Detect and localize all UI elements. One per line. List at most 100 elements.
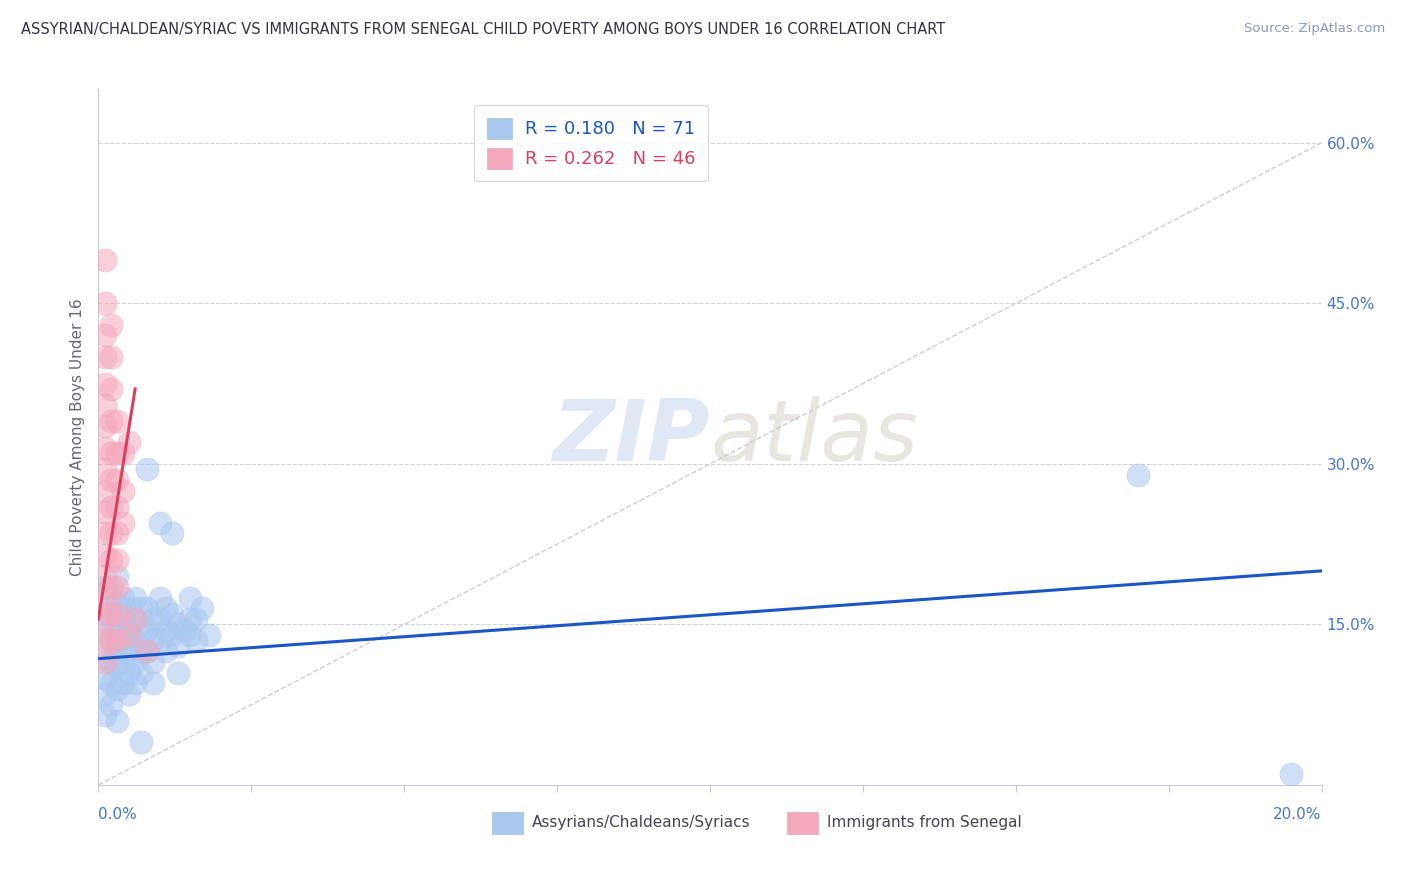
- Point: [100, 612, 122, 626]
- Point: [93, 687, 115, 701]
- Point: [93, 376, 115, 391]
- Point: [197, 628, 219, 642]
- Text: ASSYRIAN/CHALDEAN/SYRIAC VS IMMIGRANTS FROM SENEGAL CHILD POVERTY AMONG BOYS UND: ASSYRIAN/CHALDEAN/SYRIAC VS IMMIGRANTS F…: [21, 22, 945, 37]
- Point: [1279, 767, 1302, 781]
- Point: [111, 591, 134, 605]
- Point: [155, 644, 177, 658]
- Point: [93, 628, 115, 642]
- Point: [118, 665, 141, 680]
- Point: [111, 612, 134, 626]
- Point: [179, 628, 201, 642]
- Point: [105, 660, 128, 674]
- Point: [124, 591, 146, 605]
- Point: [142, 676, 165, 690]
- Point: [1128, 467, 1150, 482]
- Point: [179, 612, 201, 626]
- Point: [111, 483, 134, 498]
- Point: [160, 607, 183, 621]
- Point: [93, 441, 115, 455]
- Point: [105, 580, 128, 594]
- Point: [100, 350, 122, 364]
- Point: [167, 617, 190, 632]
- Point: [105, 639, 128, 653]
- Point: [136, 623, 159, 637]
- Text: atlas: atlas: [710, 395, 918, 479]
- Point: [100, 526, 122, 541]
- Point: [93, 526, 115, 541]
- Point: [100, 414, 122, 428]
- Point: [186, 612, 208, 626]
- Point: [93, 462, 115, 476]
- Legend: R = 0.180   N = 71, R = 0.262   N = 46: R = 0.180 N = 71, R = 0.262 N = 46: [474, 105, 709, 181]
- Point: [93, 569, 115, 583]
- Text: Assyrians/Chaldeans/Syriacs: Assyrians/Chaldeans/Syriacs: [531, 815, 749, 830]
- Text: 0.0%: 0.0%: [98, 807, 138, 822]
- Point: [129, 601, 152, 615]
- Point: [118, 644, 141, 658]
- Point: [136, 462, 159, 476]
- Point: [149, 612, 172, 626]
- Point: [100, 676, 122, 690]
- Point: [105, 414, 128, 428]
- Point: [100, 500, 122, 514]
- Point: [93, 612, 115, 626]
- Point: [100, 591, 122, 605]
- Point: [149, 516, 172, 530]
- Text: Source: ZipAtlas.com: Source: ZipAtlas.com: [1244, 22, 1385, 36]
- Point: [105, 526, 128, 541]
- Y-axis label: Child Poverty Among Boys Under 16: Child Poverty Among Boys Under 16: [70, 298, 86, 576]
- Point: [124, 633, 146, 648]
- Point: [111, 655, 134, 669]
- Point: [93, 296, 115, 310]
- Point: [118, 623, 141, 637]
- Point: [100, 553, 122, 567]
- Point: [93, 483, 115, 498]
- Point: [142, 612, 165, 626]
- Point: [93, 350, 115, 364]
- Point: [100, 607, 122, 621]
- Point: [124, 612, 146, 626]
- Point: [105, 596, 128, 610]
- Point: [100, 698, 122, 712]
- Point: [167, 639, 190, 653]
- Point: [93, 633, 115, 648]
- Point: [93, 708, 115, 723]
- Point: [155, 623, 177, 637]
- Point: [136, 644, 159, 658]
- Point: [118, 687, 141, 701]
- Point: [129, 644, 152, 658]
- Text: ZIP: ZIP: [553, 395, 710, 479]
- Point: [105, 681, 128, 696]
- Point: [149, 633, 172, 648]
- Point: [124, 612, 146, 626]
- Point: [105, 617, 128, 632]
- Text: 20.0%: 20.0%: [1274, 807, 1322, 822]
- Point: [100, 580, 122, 594]
- Point: [186, 633, 208, 648]
- Point: [93, 253, 115, 268]
- Point: [129, 665, 152, 680]
- Point: [105, 633, 128, 648]
- Point: [100, 633, 122, 648]
- Point: [93, 419, 115, 434]
- Point: [155, 601, 177, 615]
- Point: [118, 435, 141, 450]
- Point: [173, 623, 195, 637]
- Point: [105, 714, 128, 728]
- Point: [129, 735, 152, 749]
- Point: [136, 644, 159, 658]
- Point: [105, 553, 128, 567]
- Point: [129, 623, 152, 637]
- Point: [111, 446, 134, 460]
- Point: [100, 446, 122, 460]
- Point: [93, 591, 115, 605]
- Point: [111, 676, 134, 690]
- Point: [111, 633, 134, 648]
- Point: [93, 649, 115, 664]
- Point: [93, 505, 115, 519]
- Point: [93, 328, 115, 343]
- Point: [93, 655, 115, 669]
- Point: [160, 628, 183, 642]
- Point: [100, 473, 122, 487]
- Point: [124, 676, 146, 690]
